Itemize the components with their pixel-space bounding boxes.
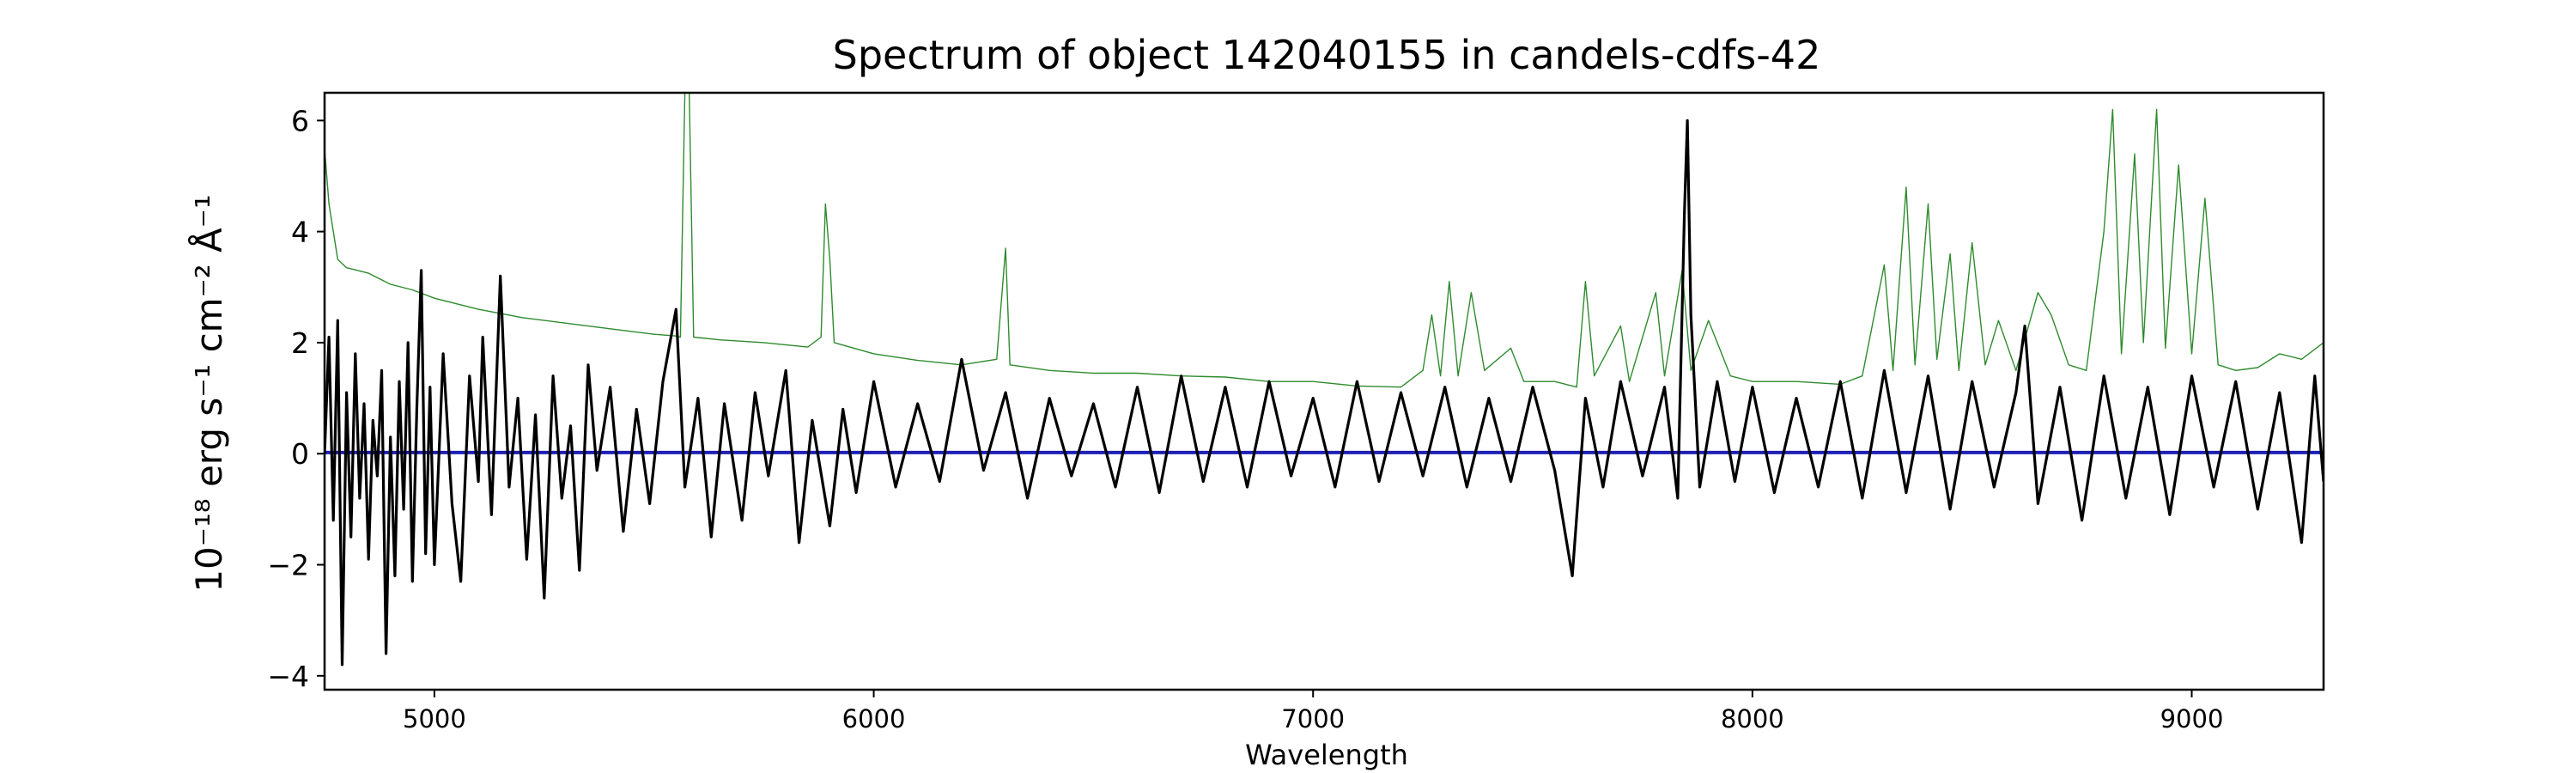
series-noise-line [325,93,2324,388]
y-axis-label: 10⁻¹⁸ erg s⁻¹ cm⁻² Å⁻¹ [187,194,230,592]
x-tick-label: 7000 [1281,704,1345,733]
y-axis: −4 −2 0 2 4 6 [267,104,325,693]
y-tick-label: 4 [291,216,309,249]
y-tick-label: −2 [267,549,309,582]
y-tick-label: 6 [291,104,309,137]
x-tick-label: 6000 [842,704,906,733]
x-tick-label: 8000 [1721,704,1784,733]
plot-area [325,93,2324,666]
series-flux-line [325,119,2324,666]
plot-frame [323,91,2325,691]
y-tick-label: −4 [267,660,309,693]
y-tick-label: 2 [291,326,309,360]
x-tick-label: 5000 [403,704,466,733]
chart-title: Spectrum of object 142040155 in candels-… [833,32,1821,78]
x-axis: 5000 6000 7000 8000 9000 [403,690,2223,733]
y-tick-label: 0 [291,437,309,471]
x-tick-label: 9000 [2160,704,2224,733]
x-axis-label: Wavelength [1245,739,1408,771]
